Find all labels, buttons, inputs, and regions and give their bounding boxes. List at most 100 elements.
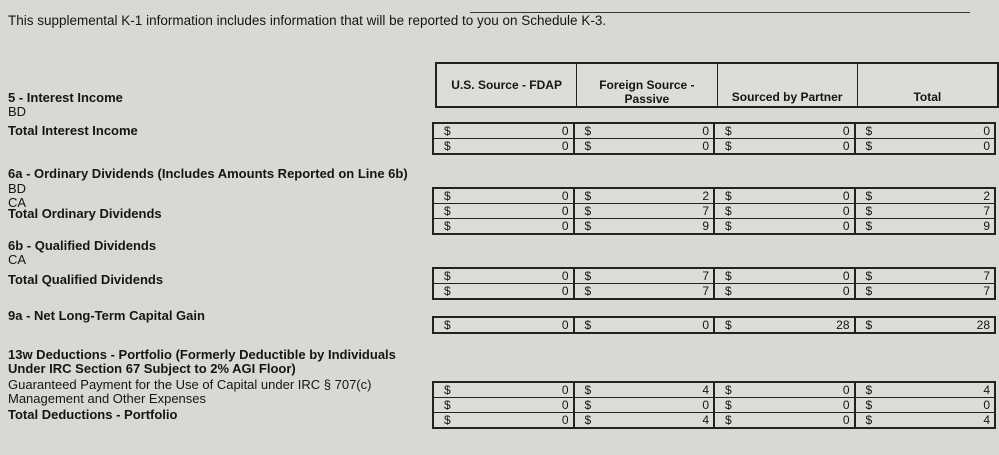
- amount-value: 0: [842, 219, 850, 233]
- amount-group: $0 $0 $0 $0 $0 $0 $0 $0: [432, 122, 996, 155]
- amount-cell: $7: [575, 204, 715, 218]
- amount-value: 7: [702, 269, 709, 283]
- row-label: Total Interest Income: [8, 123, 138, 138]
- currency-symbol: $: [584, 284, 592, 298]
- amount-value: 7: [983, 269, 990, 283]
- currency-symbol: $: [865, 124, 873, 138]
- amount-value: 7: [983, 204, 990, 218]
- amount-cell: $0: [434, 383, 575, 397]
- amount-group: $0 $2 $0 $2 $0 $7 $0 $7 $0 $9 $0 $9: [432, 187, 996, 235]
- amount-value: 0: [983, 139, 990, 153]
- currency-symbol: $: [725, 189, 732, 203]
- amount-value: 0: [842, 139, 850, 153]
- amount-value: 0: [561, 413, 569, 427]
- amount-cell: $9: [575, 219, 715, 233]
- amount-cell: $0: [434, 139, 575, 153]
- amount-value: 0: [983, 398, 990, 412]
- amount-value: 0: [702, 124, 709, 138]
- amount-value: 0: [842, 383, 850, 397]
- amount-cell: $0: [856, 124, 995, 138]
- table-row: $0 $4 $0 $4: [434, 383, 994, 398]
- amount-cell: $0: [575, 318, 715, 332]
- col-header-us-source: U.S. Source - FDAP: [437, 64, 578, 106]
- table-row: $0 $0 $28 $28: [434, 318, 994, 332]
- currency-symbol: $: [725, 284, 732, 298]
- col-header-sourced-by-partner: Sourced by Partner: [718, 64, 858, 106]
- currency-symbol: $: [725, 269, 732, 283]
- amount-cell: $0: [575, 124, 715, 138]
- amount-cell: $0: [715, 139, 856, 153]
- amount-value: 0: [702, 318, 709, 332]
- amount-value: 7: [702, 284, 709, 298]
- currency-symbol: $: [444, 318, 451, 332]
- currency-symbol: $: [725, 204, 732, 218]
- table-row: $0 $4 $0 $4: [434, 413, 994, 427]
- table-row: $0 $2 $0 $2: [434, 189, 994, 204]
- amount-value: 9: [702, 219, 709, 233]
- currency-symbol: $: [865, 318, 873, 332]
- row-label: Total Ordinary Dividends: [8, 206, 162, 221]
- currency-symbol: $: [865, 139, 873, 153]
- table-row: $0 $0 $0 $0: [434, 398, 994, 413]
- currency-symbol: $: [865, 413, 873, 427]
- currency-symbol: $: [584, 269, 592, 283]
- amount-cell: $0: [434, 204, 575, 218]
- row-label: 6b - Qualified Dividends: [8, 238, 157, 253]
- currency-symbol: $: [584, 204, 592, 218]
- amount-value: 0: [702, 398, 709, 412]
- currency-symbol: $: [444, 398, 451, 412]
- amount-value: 2: [702, 189, 709, 203]
- currency-symbol: $: [444, 139, 451, 153]
- currency-symbol: $: [865, 204, 873, 218]
- amount-cell: $0: [434, 219, 575, 233]
- currency-symbol: $: [865, 189, 873, 203]
- amount-cell: $0: [715, 189, 856, 203]
- row-label: Total Qualified Dividends: [8, 272, 164, 287]
- table-row: $0 $7 $0 $7: [434, 269, 994, 284]
- amount-value: 0: [842, 413, 850, 427]
- currency-symbol: $: [444, 269, 451, 283]
- amount-value: 0: [702, 139, 709, 153]
- currency-symbol: $: [584, 124, 592, 138]
- amount-group: $0 $4 $0 $4 $0 $0 $0 $0 $0 $4 $0 $4: [432, 381, 996, 429]
- top-rule: [470, 12, 970, 13]
- amount-cell: $2: [575, 189, 715, 203]
- currency-symbol: $: [725, 219, 732, 233]
- currency-symbol: $: [865, 269, 873, 283]
- amount-cell: $0: [434, 318, 575, 332]
- amount-cell: $0: [715, 269, 856, 283]
- amount-cell: $7: [856, 269, 995, 283]
- amount-value: 4: [702, 383, 709, 397]
- currency-symbol: $: [725, 318, 732, 332]
- amount-cell: $0: [434, 189, 575, 203]
- amount-cell: $7: [856, 284, 995, 298]
- amount-cell: $0: [575, 398, 715, 412]
- currency-symbol: $: [865, 398, 873, 412]
- row-label: 9a - Net Long-Term Capital Gain: [8, 308, 205, 323]
- row-label: Guaranteed Payment for the Use of Capita…: [8, 377, 372, 392]
- amount-cell: $0: [715, 383, 856, 397]
- row-label: BD: [8, 104, 27, 119]
- amount-cell: $4: [856, 413, 995, 427]
- row-label: Under IRC Section 67 Subject to 2% AGI F…: [8, 361, 296, 376]
- amount-value: 0: [561, 398, 569, 412]
- currency-symbol: $: [584, 219, 592, 233]
- amount-value: 0: [842, 284, 850, 298]
- row-label: Total Deductions - Portfolio: [8, 407, 178, 422]
- amount-value: 28: [836, 318, 850, 332]
- currency-symbol: $: [444, 383, 451, 397]
- amount-cell: $0: [715, 398, 856, 412]
- amount-cell: $2: [856, 189, 995, 203]
- amount-cell: $0: [715, 219, 856, 233]
- row-label: 13w Deductions - Portfolio (Formerly Ded…: [8, 347, 396, 362]
- amount-value: 0: [561, 204, 569, 218]
- table-row: $0 $0 $0 $0: [434, 124, 994, 139]
- amount-cell: $0: [434, 284, 575, 298]
- row-label: CA: [8, 252, 27, 267]
- amount-cell: $0: [715, 413, 856, 427]
- currency-symbol: $: [444, 219, 451, 233]
- currency-symbol: $: [725, 398, 732, 412]
- amount-cell: $4: [575, 413, 715, 427]
- amount-value: 0: [561, 219, 569, 233]
- currency-symbol: $: [444, 124, 451, 138]
